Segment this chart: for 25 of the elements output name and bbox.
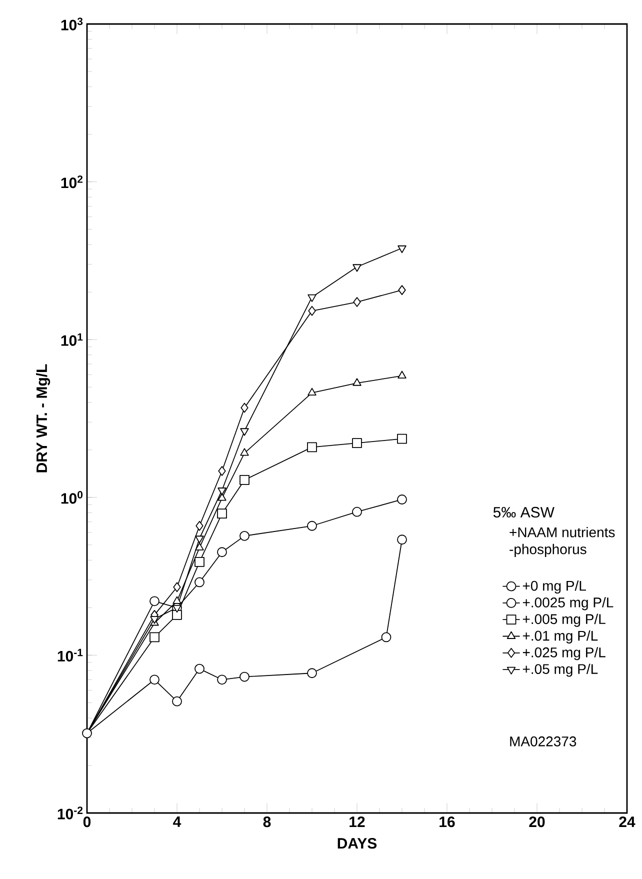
x-tick-label: 16 xyxy=(440,816,455,828)
legend-label: +.01 mg P/L xyxy=(522,630,598,644)
legend-label: +.05 mg P/L xyxy=(522,664,598,677)
legend-label: +.005 mg P/L xyxy=(522,614,606,627)
legend-label: +.0025 mg P/L xyxy=(522,597,614,610)
y-tick-label: 10$^{-2}$ xyxy=(58,806,83,820)
y-tick-label: 10$^{3}$ xyxy=(61,18,83,30)
legend-label: +0 mg P/L xyxy=(522,580,586,594)
annotation: MA022373 xyxy=(510,736,576,746)
legend-title: 5‰ ASW xyxy=(493,506,554,518)
annotation: +NAAM nutrients xyxy=(510,526,615,538)
x-tick-label: 0 xyxy=(83,816,91,828)
y-tick-label: 10$^{1}$ xyxy=(61,333,83,346)
annotation: -phosphorus xyxy=(510,544,586,557)
x-tick-label: 20 xyxy=(529,816,545,828)
x-axis-title: DAYS xyxy=(338,838,377,849)
y-tick-label: 10$^{2}$ xyxy=(61,175,83,188)
x-tick-label: 24 xyxy=(619,816,636,828)
x-tick-label: 8 xyxy=(263,816,271,828)
x-tick-label: 4 xyxy=(173,816,182,827)
x-tick-label: 12 xyxy=(350,816,365,828)
y-axis-title: DRY WT. - Mg/L xyxy=(36,364,50,472)
y-tick-label: 10$^{0}$ xyxy=(61,491,83,504)
legend-label: +.025 mg P/L xyxy=(522,647,606,660)
y-tick-label: 10$^{-1}$ xyxy=(58,648,83,662)
